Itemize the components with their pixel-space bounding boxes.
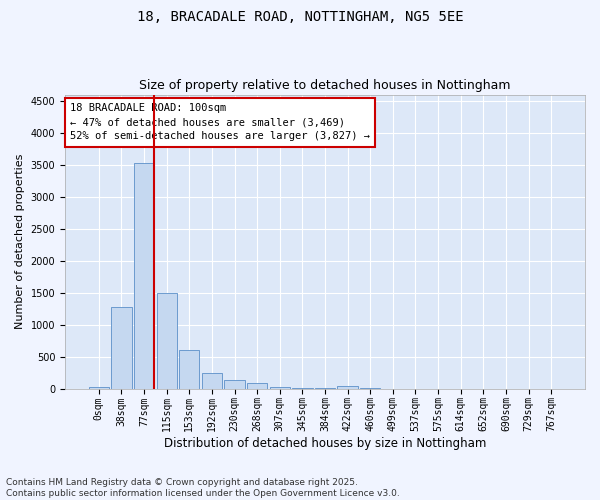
Text: 18 BRACADALE ROAD: 100sqm
← 47% of detached houses are smaller (3,469)
52% of se: 18 BRACADALE ROAD: 100sqm ← 47% of detac… <box>70 104 370 142</box>
Bar <box>247 383 268 388</box>
Bar <box>134 163 154 388</box>
Bar <box>337 386 358 388</box>
Bar <box>202 372 222 388</box>
Text: Contains HM Land Registry data © Crown copyright and database right 2025.
Contai: Contains HM Land Registry data © Crown c… <box>6 478 400 498</box>
X-axis label: Distribution of detached houses by size in Nottingham: Distribution of detached houses by size … <box>164 437 486 450</box>
Bar <box>179 350 199 389</box>
Bar <box>224 380 245 388</box>
Bar <box>157 294 177 388</box>
Y-axis label: Number of detached properties: Number of detached properties <box>15 154 25 329</box>
Title: Size of property relative to detached houses in Nottingham: Size of property relative to detached ho… <box>139 79 511 92</box>
Text: 18, BRACADALE ROAD, NOTTINGHAM, NG5 5EE: 18, BRACADALE ROAD, NOTTINGHAM, NG5 5EE <box>137 10 463 24</box>
Bar <box>111 306 131 388</box>
Bar <box>269 386 290 388</box>
